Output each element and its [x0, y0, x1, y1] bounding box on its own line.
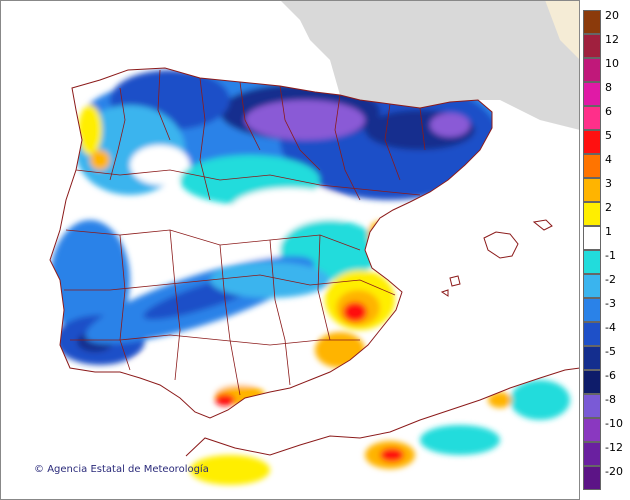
- legend-label: -5: [605, 345, 616, 358]
- legend-label: -3: [605, 297, 616, 310]
- legend-label: 10: [605, 57, 619, 70]
- legend-swatch: [583, 82, 601, 106]
- legend-label: 4: [605, 153, 612, 166]
- legend-swatch: [583, 226, 601, 250]
- legend-swatch: [583, 394, 601, 418]
- legend-label: 1: [605, 225, 612, 238]
- legend-label: -2: [605, 273, 616, 286]
- legend-swatch: [583, 178, 601, 202]
- legend-label: -6: [605, 369, 616, 382]
- legend-swatch: [583, 202, 601, 226]
- legend-label: 6: [605, 105, 612, 118]
- credit-label: Agencia Estatal de Meteorología: [47, 464, 209, 475]
- legend-label: 8: [605, 81, 612, 94]
- copyright-icon: ©: [34, 464, 44, 475]
- legend-label: 3: [605, 177, 612, 190]
- legend-label: 20: [605, 9, 619, 22]
- legend-swatch: [583, 466, 601, 490]
- legend-swatch: [583, 442, 601, 466]
- legend-swatch: [583, 274, 601, 298]
- anomaly-map: © Agencia Estatal de Meteorología: [0, 0, 580, 500]
- credit-text: © Agencia Estatal de Meteorología: [34, 464, 209, 475]
- legend-label: -10: [605, 417, 623, 430]
- iberia-coastline: [49, 67, 493, 419]
- map-canvas: [0, 0, 580, 500]
- legend-swatch: [583, 250, 601, 274]
- italy-edge: [545, 0, 580, 60]
- legend-label: -1: [605, 249, 616, 262]
- legend: 20 12 10 8 6 5 4 3 2 1 -1 -2 -3 -4 -5 -6 -8 -10 -12 -20: [580, 0, 630, 500]
- legend-swatch: [583, 154, 601, 178]
- legend-label: 12: [605, 33, 619, 46]
- legend-label: 5: [605, 129, 612, 142]
- france-land: [280, 0, 580, 130]
- legend-swatch: [583, 106, 601, 130]
- legend-swatch: [583, 322, 601, 346]
- legend-label: -12: [605, 441, 623, 454]
- legend-swatch: [583, 346, 601, 370]
- legend-swatch: [583, 130, 601, 154]
- legend-swatch: [583, 34, 601, 58]
- legend-label: -8: [605, 393, 616, 406]
- balearic-islands: [440, 219, 553, 297]
- province-borders: [64, 69, 426, 396]
- legend-swatch: [583, 58, 601, 82]
- legend-label: -4: [605, 321, 616, 334]
- legend-label: 2: [605, 201, 612, 214]
- legend-swatch: [583, 418, 601, 442]
- legend-swatch: [583, 298, 601, 322]
- africa-coastline: [185, 367, 580, 457]
- legend-swatch: [583, 370, 601, 394]
- legend-swatch: [583, 10, 601, 34]
- legend-label: -20: [605, 465, 623, 478]
